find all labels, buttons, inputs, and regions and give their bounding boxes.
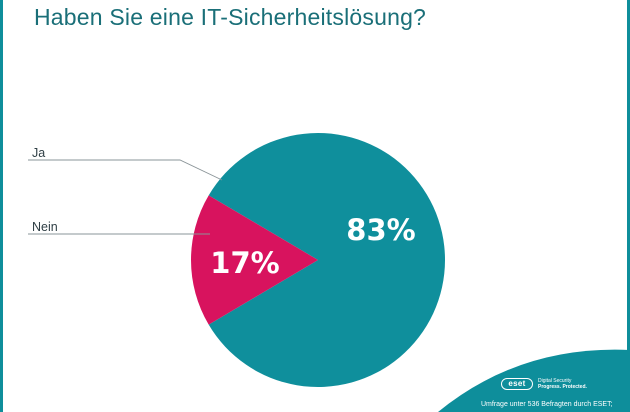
brand-tagline: Digital Security Progress. Protected.: [538, 378, 587, 390]
data-label-nein: 17%: [210, 246, 279, 280]
chart-title: Haben Sie eine IT-Sicherheitslösung?: [34, 4, 427, 30]
data-label-ja: 83%: [346, 213, 415, 247]
eset-logo: eset: [501, 378, 533, 390]
legend-label-nein: Nein: [32, 220, 58, 234]
leader-line-ja: [28, 159, 223, 181]
tagline-line-2: Progress. Protected.: [538, 384, 587, 390]
source-note: Umfrage unter 536 Befragten durch ESET;: [481, 401, 613, 408]
tagline-line-1: Digital Security: [538, 378, 572, 384]
legend-label-ja: Ja: [32, 146, 45, 160]
pie-slice-nein: [191, 195, 318, 325]
pie-slice-ja: [208, 132, 446, 387]
